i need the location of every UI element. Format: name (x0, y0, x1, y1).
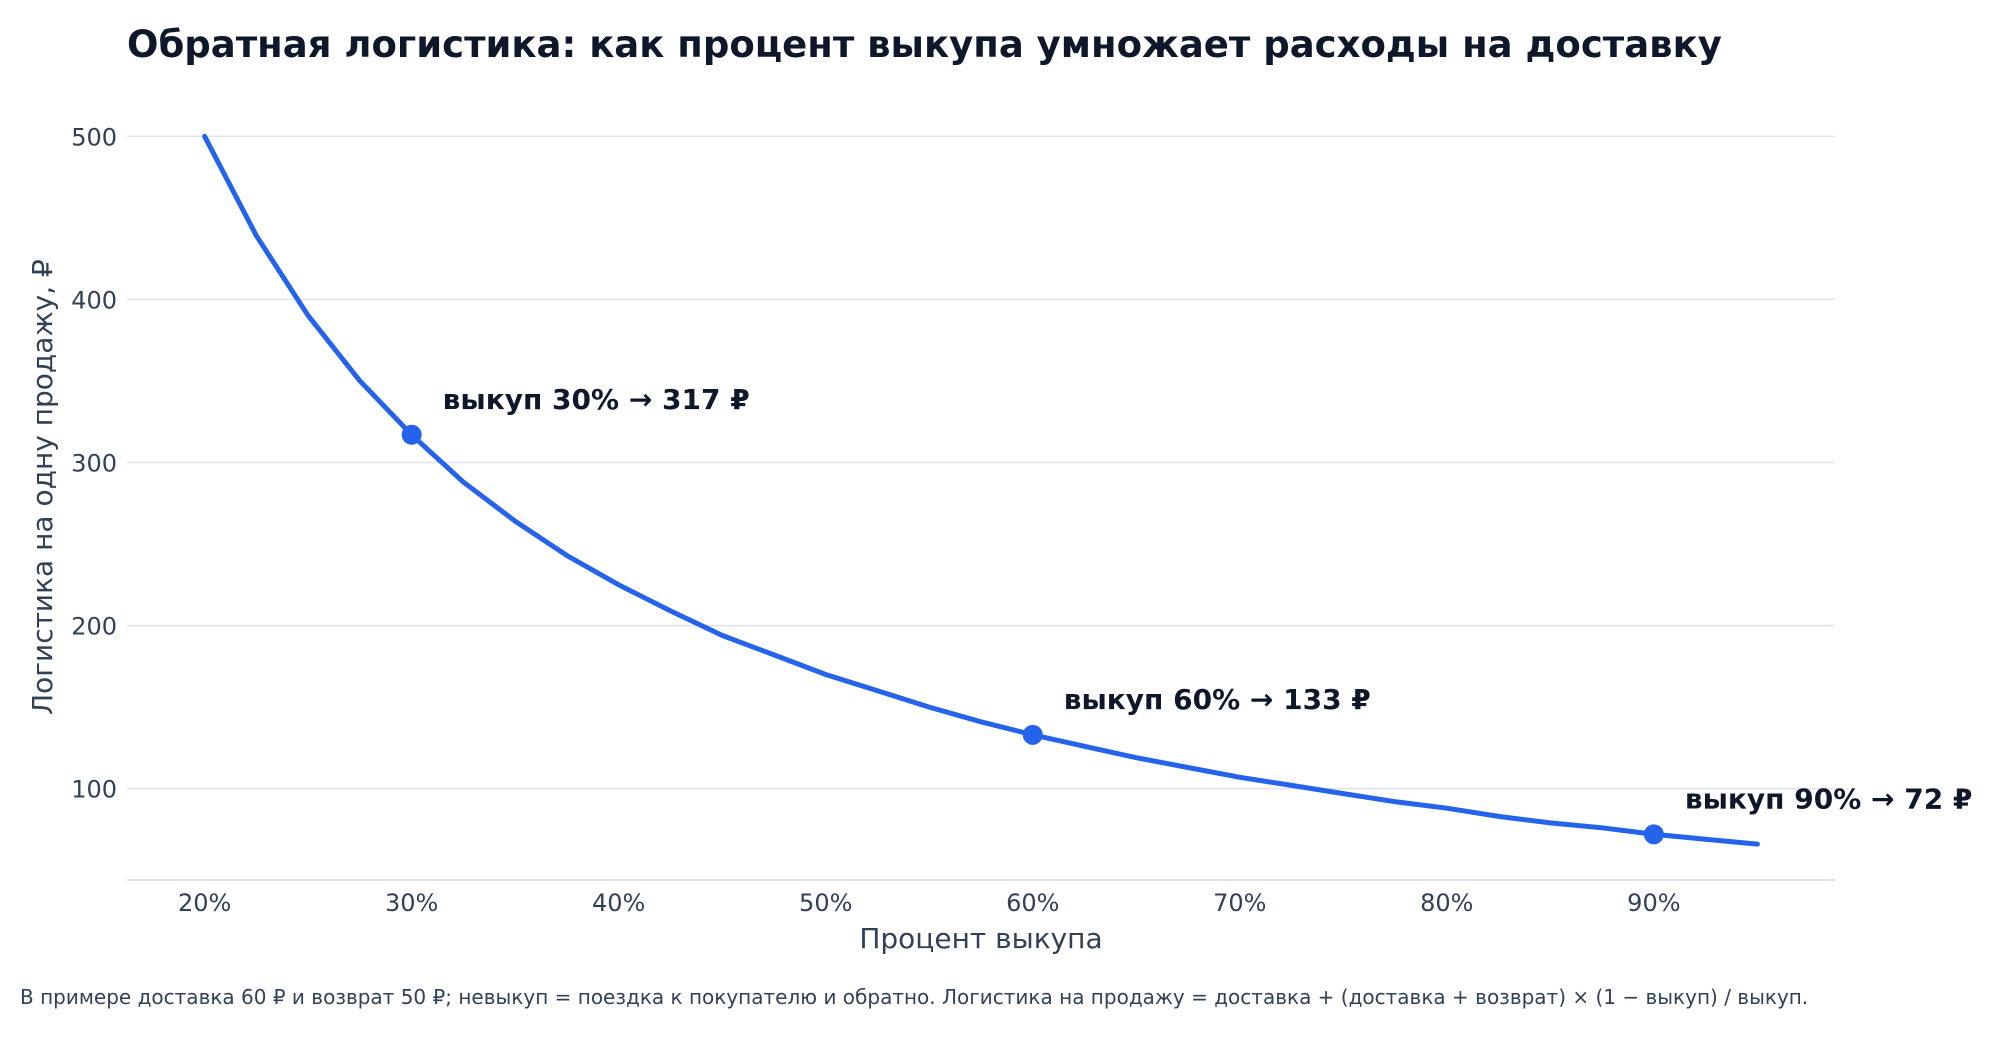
marker-annotation: выкуп 60% → 133 ₽ (1064, 683, 1371, 716)
marker-point (1643, 824, 1664, 845)
x-tick-label: 30% (385, 889, 438, 917)
y-tick-label: 500 (71, 123, 117, 151)
y-axis-label: Логистика на одну продажу, ₽ (26, 259, 59, 715)
marker-annotation: выкуп 90% → 72 ₽ (1685, 782, 1973, 815)
series-line (202, 133, 1760, 847)
x-tick-labels: 20% 30% 40% 50% 60% 70% 80% 90% (178, 889, 1681, 917)
x-axis-label: Процент выкупа (859, 922, 1102, 955)
grid-layer (127, 135, 1835, 790)
footnote: В примере доставка 60 ₽ и возврат 50 ₽; … (20, 985, 1809, 1009)
y-tick-label: 100 (71, 776, 117, 804)
x-tick-label: 70% (1213, 889, 1266, 917)
y-tick-label: 300 (71, 449, 117, 477)
x-tick-label: 60% (1006, 889, 1059, 917)
marker-point (401, 424, 422, 445)
x-tick-label: 20% (178, 889, 231, 917)
marker-point (1022, 724, 1043, 745)
chart-title: Обратная логистика: как процент выкупа у… (127, 23, 1722, 66)
logistics-chart: Обратная логистика: как процент выкупа у… (26, 23, 1973, 955)
y-tick-labels: 100 200 300 400 500 (71, 123, 117, 803)
x-tick-label: 90% (1627, 889, 1680, 917)
x-tick-label: 40% (592, 889, 645, 917)
x-tick-label: 50% (799, 889, 852, 917)
marker-annotation: выкуп 30% → 317 ₽ (443, 383, 750, 416)
y-tick-label: 200 (71, 613, 117, 641)
marker-layer: выкуп 30% → 317 ₽ выкуп 60% → 133 ₽ выкуп … (401, 383, 1973, 845)
y-tick-label: 400 (71, 286, 117, 314)
x-tick-label: 80% (1420, 889, 1473, 917)
